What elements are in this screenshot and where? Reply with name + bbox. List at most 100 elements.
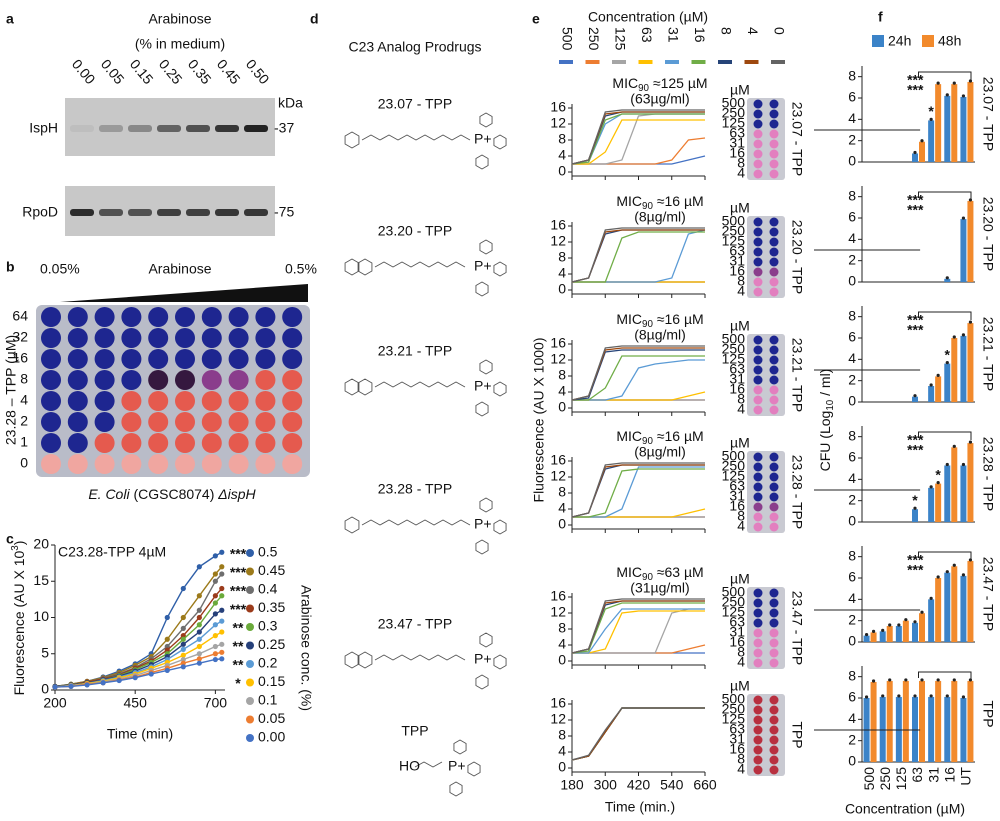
marker bbox=[196, 564, 202, 570]
series-line bbox=[572, 359, 705, 401]
bar bbox=[960, 219, 967, 282]
well bbox=[175, 307, 195, 327]
chain bbox=[414, 761, 443, 768]
bar-point bbox=[929, 485, 933, 489]
bar bbox=[935, 84, 942, 162]
y-tick-label: 0 bbox=[848, 393, 856, 409]
row-label: 8 bbox=[20, 371, 28, 387]
bar bbox=[928, 386, 935, 402]
bar bbox=[944, 363, 951, 402]
well bbox=[769, 745, 779, 755]
bar-point bbox=[968, 79, 973, 83]
legend-label: 8 bbox=[718, 27, 734, 35]
plate-row-label: 250 bbox=[722, 594, 746, 610]
band bbox=[244, 125, 268, 132]
well bbox=[753, 598, 763, 608]
compound-name: 23.47 - TPP bbox=[378, 616, 452, 632]
well bbox=[175, 349, 195, 369]
well bbox=[753, 159, 763, 169]
series-line bbox=[54, 658, 222, 688]
well bbox=[769, 512, 779, 522]
bar bbox=[960, 465, 967, 522]
well bbox=[769, 237, 779, 247]
plate-row-label: 4 bbox=[737, 761, 745, 777]
legend-swatch bbox=[872, 35, 884, 47]
marker bbox=[180, 636, 186, 642]
well bbox=[67, 307, 88, 327]
bar bbox=[919, 680, 925, 762]
legend-title: Arabinose conc. (%) bbox=[298, 585, 314, 711]
marker bbox=[212, 656, 218, 663]
marker bbox=[180, 614, 186, 621]
bar-point bbox=[929, 694, 933, 698]
well bbox=[753, 139, 763, 149]
plate-row-label: 16 bbox=[729, 741, 745, 757]
band bbox=[244, 209, 268, 216]
plate-unit: µM bbox=[730, 435, 750, 451]
mic-mass: (8µg/ml) bbox=[634, 209, 686, 225]
well bbox=[282, 433, 303, 453]
well bbox=[228, 328, 249, 348]
y-tick-label: 2 bbox=[848, 731, 856, 747]
bar bbox=[912, 622, 918, 642]
x-tick-label: 125 bbox=[893, 767, 909, 791]
well bbox=[769, 618, 779, 628]
well bbox=[94, 328, 115, 348]
legend-marker bbox=[246, 567, 254, 576]
bar bbox=[919, 613, 925, 642]
marker bbox=[219, 629, 225, 635]
well bbox=[769, 715, 779, 725]
y-tick-label: 6 bbox=[848, 569, 856, 585]
bar bbox=[870, 632, 877, 642]
well bbox=[94, 412, 115, 432]
bar bbox=[879, 631, 886, 642]
well bbox=[753, 129, 763, 139]
well bbox=[121, 370, 142, 390]
well bbox=[753, 482, 763, 492]
y-tick-label: 4 bbox=[558, 147, 566, 163]
bar-point bbox=[913, 506, 917, 510]
y-tick-label: 2 bbox=[848, 251, 856, 267]
band bbox=[128, 125, 152, 132]
legend-marker bbox=[246, 586, 254, 594]
legend-marker bbox=[246, 549, 254, 557]
blot-marker: -37 bbox=[274, 120, 294, 136]
well bbox=[148, 391, 169, 411]
well bbox=[769, 628, 779, 638]
bar-point bbox=[945, 93, 949, 97]
significance: ** bbox=[233, 620, 244, 636]
y-tick-label: 0 bbox=[848, 753, 856, 769]
caption-part: (CGSC8074) bbox=[130, 486, 219, 502]
marker bbox=[212, 622, 218, 628]
series-line bbox=[571, 345, 705, 401]
bracket bbox=[918, 71, 972, 80]
legend-marker bbox=[246, 623, 254, 631]
well bbox=[175, 328, 195, 348]
y-tick-label: 8 bbox=[848, 307, 856, 323]
bar-point bbox=[864, 633, 869, 637]
well bbox=[67, 370, 88, 390]
plate-row-label: 500 bbox=[722, 213, 746, 229]
well bbox=[228, 391, 249, 411]
bar-point bbox=[904, 678, 908, 682]
blot-name: RpoD bbox=[22, 204, 58, 220]
well bbox=[175, 391, 195, 411]
well bbox=[769, 149, 779, 159]
plate-unit: µM bbox=[730, 318, 750, 334]
legend-swatch bbox=[638, 60, 653, 64]
bar-point bbox=[920, 678, 924, 682]
well bbox=[753, 522, 763, 532]
bar-point bbox=[961, 94, 966, 98]
bar bbox=[944, 696, 951, 762]
panel-letter: b bbox=[6, 259, 15, 275]
well bbox=[753, 287, 763, 297]
mic-mass: (63µg/ml) bbox=[630, 91, 689, 107]
well bbox=[753, 227, 763, 237]
bar-point bbox=[945, 276, 949, 280]
legend-label: 0.4 bbox=[258, 581, 278, 597]
x-tick-label: UT bbox=[958, 767, 974, 786]
plate-row-label: 500 bbox=[722, 448, 746, 464]
marker bbox=[196, 636, 202, 642]
bar-point bbox=[952, 563, 956, 567]
caption: E. Coli (CGSC8074) ΔispH bbox=[88, 486, 256, 502]
